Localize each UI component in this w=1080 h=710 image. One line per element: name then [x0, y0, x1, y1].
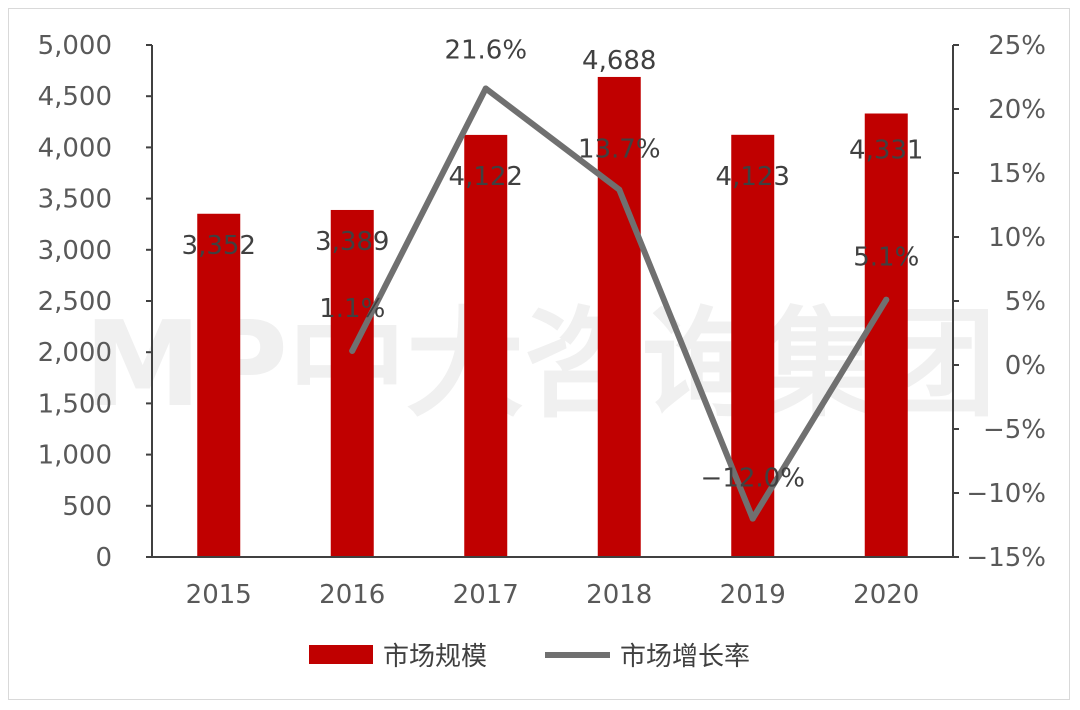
legend: 市场规模 市场增长率: [309, 642, 750, 672]
bar-value-label: 4,122: [449, 162, 523, 192]
left-tick-label: 500: [62, 492, 112, 522]
growth-value-label: −12.0%: [701, 464, 805, 494]
right-tick-label: 20%: [988, 95, 1046, 125]
bar-2017: [464, 134, 508, 557]
axes-layer: 0 500 1,000 1,500 2,000 2,500 3,000 3,500 4,000 4…: [38, 31, 1046, 610]
right-tick-label: −5%: [983, 415, 1046, 445]
growth-value-label: 13.7%: [578, 135, 661, 165]
x-tick-label: 2016: [319, 580, 385, 610]
growth-value-label: 1.1%: [319, 294, 385, 324]
right-tick-label: 0%: [1005, 351, 1046, 381]
x-tick-label: 2017: [453, 580, 519, 610]
bar-2018: [597, 76, 641, 558]
left-tick-label: 0: [95, 543, 112, 573]
bar-value-label: 4,123: [716, 162, 790, 192]
left-tick-label: 1,500: [38, 389, 112, 419]
left-tick-label: 4,500: [38, 82, 112, 112]
bars-layer: [197, 76, 908, 558]
bar-2016: [330, 209, 374, 557]
x-tick-label: 2018: [586, 580, 652, 610]
bar-2020: [864, 113, 908, 557]
bar-value-label: 3,352: [182, 231, 256, 261]
right-tick-label: 25%: [988, 31, 1046, 61]
right-tick-label: 5%: [1005, 287, 1046, 317]
left-tick-label: 2,500: [38, 287, 112, 317]
growth-point-2018: [616, 186, 623, 193]
growth-point-2020: [883, 296, 890, 303]
growth-point-2016: [349, 347, 356, 354]
growth-value-label: 5.1%: [853, 243, 919, 273]
legend-bar-swatch: [309, 645, 373, 664]
growth-point-2019: [749, 515, 756, 522]
legend-line-label: 市场增长率: [620, 642, 750, 672]
line-layer: [349, 85, 890, 522]
x-tick-label: 2019: [720, 580, 786, 610]
left-tick-label: 1,000: [38, 441, 112, 471]
x-tick-label: 2015: [186, 580, 252, 610]
x-tick-label: 2020: [853, 580, 919, 610]
right-tick-label: 10%: [988, 223, 1046, 253]
left-tick-label: 2,000: [38, 338, 112, 368]
growth-value-label: 21.6%: [444, 36, 527, 66]
bar-value-label: 3,389: [315, 227, 389, 257]
legend-bar-label: 市场规模: [383, 642, 487, 672]
bar-value-label: 4,688: [582, 46, 656, 76]
bar-2015: [197, 213, 241, 558]
right-tick-label: 15%: [988, 159, 1046, 189]
labels-layer: 3,352 3,389 4,122 4,688 4,123 4,331 1.1% 21.6% 1…: [182, 36, 924, 494]
bar-value-label: 4,331: [849, 136, 923, 166]
right-tick-label: −15%: [966, 543, 1046, 573]
left-tick-label: 5,000: [38, 31, 112, 61]
left-tick-label: 3,500: [38, 185, 112, 215]
growth-point-2017: [482, 85, 489, 92]
left-tick-label: 3,000: [38, 236, 112, 266]
left-tick-label: 4,000: [38, 133, 112, 163]
right-tick-label: −10%: [966, 479, 1046, 509]
